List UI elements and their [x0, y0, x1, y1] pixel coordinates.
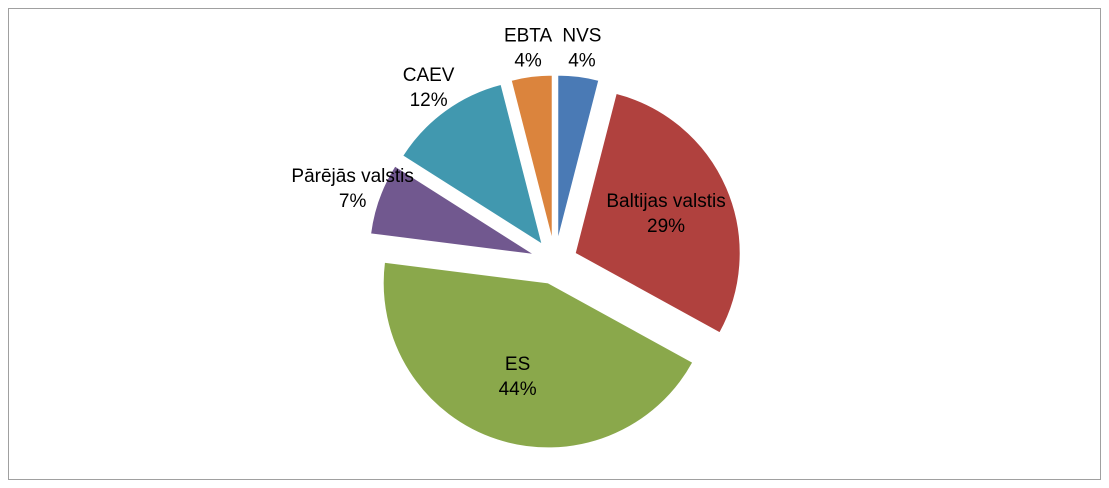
pie-slice — [402, 83, 543, 246]
pie-slice — [557, 74, 600, 241]
slice-value-label: 4% — [568, 51, 596, 72]
slice-label: Baltijas valstis — [606, 191, 725, 212]
slice-label: NVS — [562, 26, 601, 47]
slice-value-label: 29% — [647, 216, 685, 237]
pie-slice — [574, 92, 741, 334]
slice-value-label: 7% — [339, 191, 367, 212]
slice-label: EBTA — [504, 26, 553, 47]
slice-value-label: 12% — [410, 90, 448, 111]
slice-label: Pārējās valstis — [291, 166, 414, 187]
slice-label: ES — [505, 354, 530, 375]
pie-slice — [370, 165, 535, 256]
slice-value-label: 44% — [499, 379, 537, 400]
pie-slice — [382, 261, 694, 449]
slice-value-label: 4% — [514, 51, 542, 72]
slice-label: CAEV — [403, 65, 455, 86]
pie-slice — [510, 74, 553, 241]
